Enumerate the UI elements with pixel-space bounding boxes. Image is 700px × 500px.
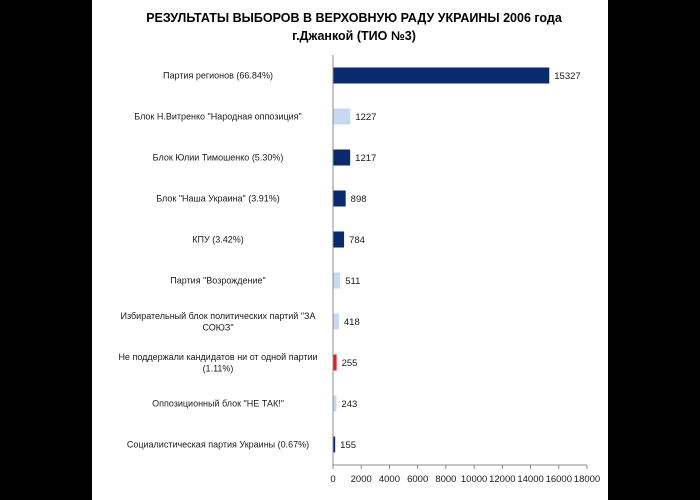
bar: [333, 231, 345, 248]
category-label: Избирательный блок политических партий "…: [121, 311, 316, 333]
x-tick-label: 10000: [461, 474, 487, 485]
bar: [333, 149, 351, 166]
category-label: Партия регионов (66.84%): [163, 71, 273, 81]
category-label: Блок Юлии Тимошенко (5.30%): [153, 153, 284, 163]
data-label: 1217: [355, 153, 376, 164]
category-label: Не поддержали кандидатов ни от одной пар…: [118, 352, 317, 374]
bar: [333, 190, 346, 207]
bar-chart: РЕЗУЛЬТАТЫ ВЫБОРОВ В ВЕРХОВНУЮ РАДУ УКРА…: [118, 11, 600, 485]
data-label: 898: [351, 194, 367, 205]
x-tick-label: 2000: [351, 474, 372, 485]
x-tick-label: 12000: [489, 474, 515, 485]
data-label: 418: [344, 317, 360, 328]
bar: [333, 313, 339, 330]
bar: [333, 108, 351, 125]
x-tick-label: 16000: [546, 474, 572, 485]
category-label: КПУ (3.42%): [192, 235, 243, 245]
category-label: Оппозиционный блок "НЕ ТАК!": [152, 399, 284, 409]
chart-title: РЕЗУЛЬТАТЫ ВЫБОРОВ В ВЕРХОВНУЮ РАДУ УКРА…: [146, 11, 563, 25]
x-tick-label: 0: [330, 474, 335, 485]
category-label: Блок "Наша Украина" (3.91%): [156, 194, 280, 204]
bar: [333, 354, 337, 371]
bar: [333, 395, 337, 412]
data-label: 155: [340, 440, 356, 451]
category-label: Блок Н.Витренко "Народная оппозиция": [134, 112, 301, 122]
x-axis: 0 2000 4000 6000 8000 10000 12000 14000 16000 180…: [330, 55, 600, 485]
data-label: 511: [345, 276, 360, 287]
chart-panel: РЕЗУЛЬТАТЫ ВЫБОРОВ В ВЕРХОВНУЮ РАДУ УКРА…: [92, 0, 608, 500]
data-label: 243: [341, 399, 357, 410]
x-tick-label: 8000: [435, 474, 456, 485]
category-label: Социалистическая партия Украины (0.67%): [127, 440, 309, 450]
bar: [333, 67, 550, 84]
chart-subtitle: г.Джанкой (ТИО №3): [292, 29, 416, 43]
bars-layer: 15327 Партия регионов (66.84%) 1227 Блок Н.…: [118, 67, 581, 453]
bar: [333, 272, 341, 289]
data-label: 1227: [355, 112, 376, 123]
data-label: 784: [349, 235, 365, 246]
x-tick-label: 6000: [407, 474, 428, 485]
category-label: Партия "Возрождение": [170, 276, 265, 286]
x-tick-label: 4000: [379, 474, 400, 485]
x-tick-label: 18000: [574, 474, 600, 485]
x-tick-label: 14000: [517, 474, 543, 485]
bar: [333, 436, 336, 453]
data-label: 255: [342, 358, 358, 369]
data-label: 15327: [554, 71, 580, 82]
